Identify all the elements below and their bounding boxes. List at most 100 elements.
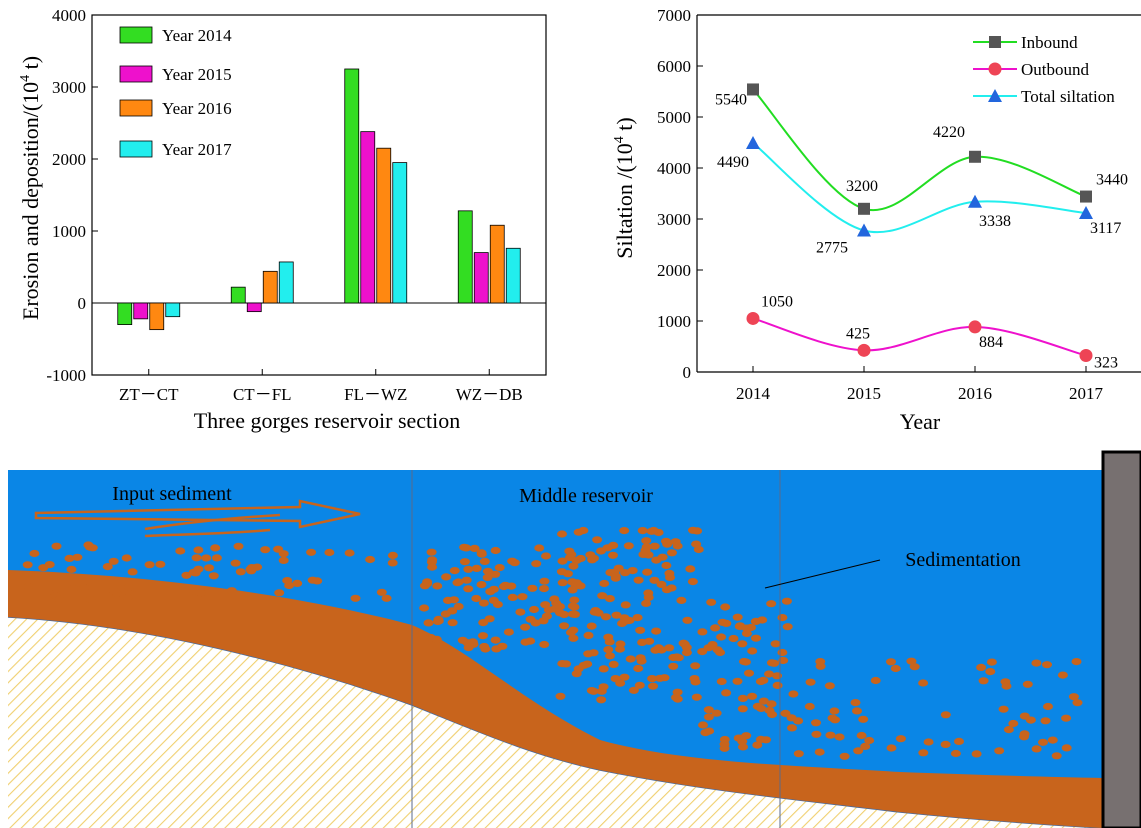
line-y-tick-label: 4000 — [657, 159, 691, 178]
sediment-particle — [834, 733, 845, 741]
bar-x-tick-label: FL－WZ — [344, 385, 407, 404]
sediment-particle — [737, 694, 748, 703]
series-point-total-siltation — [968, 194, 982, 208]
sediment-particle — [644, 637, 655, 645]
sediment-particle — [703, 713, 714, 721]
bar-y-tick-label: 2000 — [52, 150, 86, 169]
sediment-particle — [769, 659, 780, 667]
data-label-total-siltation: 3338 — [979, 213, 1011, 230]
sediment-particle — [471, 594, 482, 603]
sediment-particle — [482, 567, 493, 575]
sediment-particle — [671, 653, 682, 661]
bar-year-2015 — [246, 302, 262, 313]
sediment-particle — [737, 640, 748, 648]
bar-chart-legend: Year 2014 Year 2015 Year 2016 Year 2017 — [119, 26, 232, 159]
sediment-particle — [555, 603, 565, 611]
sediment-particle — [68, 585, 79, 593]
sediment-particle — [447, 607, 458, 615]
sediment-particle — [500, 581, 511, 589]
sediment-particle — [839, 752, 850, 760]
bar-year-2015 — [133, 302, 149, 320]
bar-x-tick-label: WZ－DB — [456, 385, 523, 404]
sediment-particle — [954, 737, 964, 746]
sediment-particle — [144, 561, 155, 569]
sediment-particle — [102, 563, 113, 571]
sediment-particle — [711, 709, 722, 717]
sediment-particle — [716, 633, 727, 641]
sediment-particle — [703, 706, 714, 714]
sediment-particle — [235, 568, 246, 576]
sediment-particle — [432, 582, 443, 590]
bar-year-2014 — [230, 286, 246, 304]
series-point-inbound — [858, 202, 870, 215]
sediment-particle — [750, 617, 761, 626]
sediment-particle — [586, 687, 597, 695]
sediment-particle — [782, 623, 793, 631]
sediment-particle — [539, 640, 550, 649]
sediment-particle — [589, 608, 600, 616]
sediment-particle — [284, 581, 295, 590]
sediment-particle — [195, 589, 206, 597]
sediment-particle — [604, 595, 615, 603]
sediment-particle — [586, 622, 597, 630]
bar-year-2017 — [505, 247, 521, 304]
sediment-particle — [191, 554, 202, 562]
legend-label-total-siltation: Total siltation — [1021, 87, 1115, 106]
sediment-particle — [720, 603, 731, 611]
sediment-particle — [1040, 717, 1051, 725]
sediment-particle — [747, 692, 758, 700]
bar-year-2015 — [473, 252, 489, 304]
data-label-inbound: 5540 — [715, 91, 747, 108]
data-label-total-siltation: 2775 — [816, 239, 848, 256]
sediment-particle — [895, 735, 906, 743]
sediment-particle — [121, 554, 132, 562]
sediment-particle — [79, 583, 90, 592]
sediment-particle — [181, 571, 192, 579]
sediment-particle — [549, 595, 560, 603]
sediment-particle — [72, 553, 83, 561]
sediment-particle — [427, 563, 438, 571]
sediment-particle — [515, 608, 526, 616]
sediment-particle — [387, 551, 398, 560]
sediment-particle — [1061, 714, 1072, 722]
sediment-particle — [557, 530, 567, 538]
sediment-particle — [520, 623, 531, 631]
sediment-particle — [651, 627, 662, 635]
sediment-particle — [571, 556, 582, 565]
bar-chart-x-axis: ZT－CT CT－FL FL－WZ WZ－DB — [119, 369, 523, 404]
sediment-particle — [596, 547, 606, 555]
bedrock-layer — [8, 617, 1103, 828]
bar-chart-frame — [91, 14, 547, 376]
series-point-inbound — [1080, 190, 1092, 203]
input-sediment-label: Input sediment — [112, 483, 232, 505]
sediment-particle — [488, 596, 499, 605]
line-chart-series: 5540 3200 4220 3440 1050 425 884 323 4490 2775 333… — [715, 83, 1128, 372]
data-label-inbound: 4220 — [933, 124, 965, 141]
sediment-particle — [494, 564, 505, 572]
sediment-particle — [503, 628, 514, 636]
sediment-particle — [825, 731, 836, 739]
sediment-particle — [1051, 752, 1062, 760]
bar-year-2016 — [376, 147, 392, 304]
sediment-particle — [940, 740, 951, 749]
sediment-particle — [480, 645, 491, 653]
line-chart-x-label: Year — [900, 409, 941, 434]
sediment-particle — [670, 538, 681, 546]
data-label-inbound: 3440 — [1096, 172, 1128, 189]
sediment-particle — [667, 549, 677, 557]
sediment-particle — [22, 561, 33, 569]
sediment-particle — [712, 646, 723, 654]
middle-reservoir-label: Middle reservoir — [519, 485, 653, 507]
sediment-particle — [596, 696, 607, 704]
sediment-particle — [83, 541, 94, 549]
sediment-particle — [599, 579, 610, 588]
sediment-particle — [1043, 702, 1053, 711]
sediment-particles — [22, 526, 1083, 760]
sediment-particle — [643, 551, 654, 559]
series-point-outbound — [1079, 349, 1093, 363]
sediment-particle — [530, 619, 541, 627]
sediment-particle — [461, 576, 472, 584]
sediment-particle — [583, 631, 594, 640]
